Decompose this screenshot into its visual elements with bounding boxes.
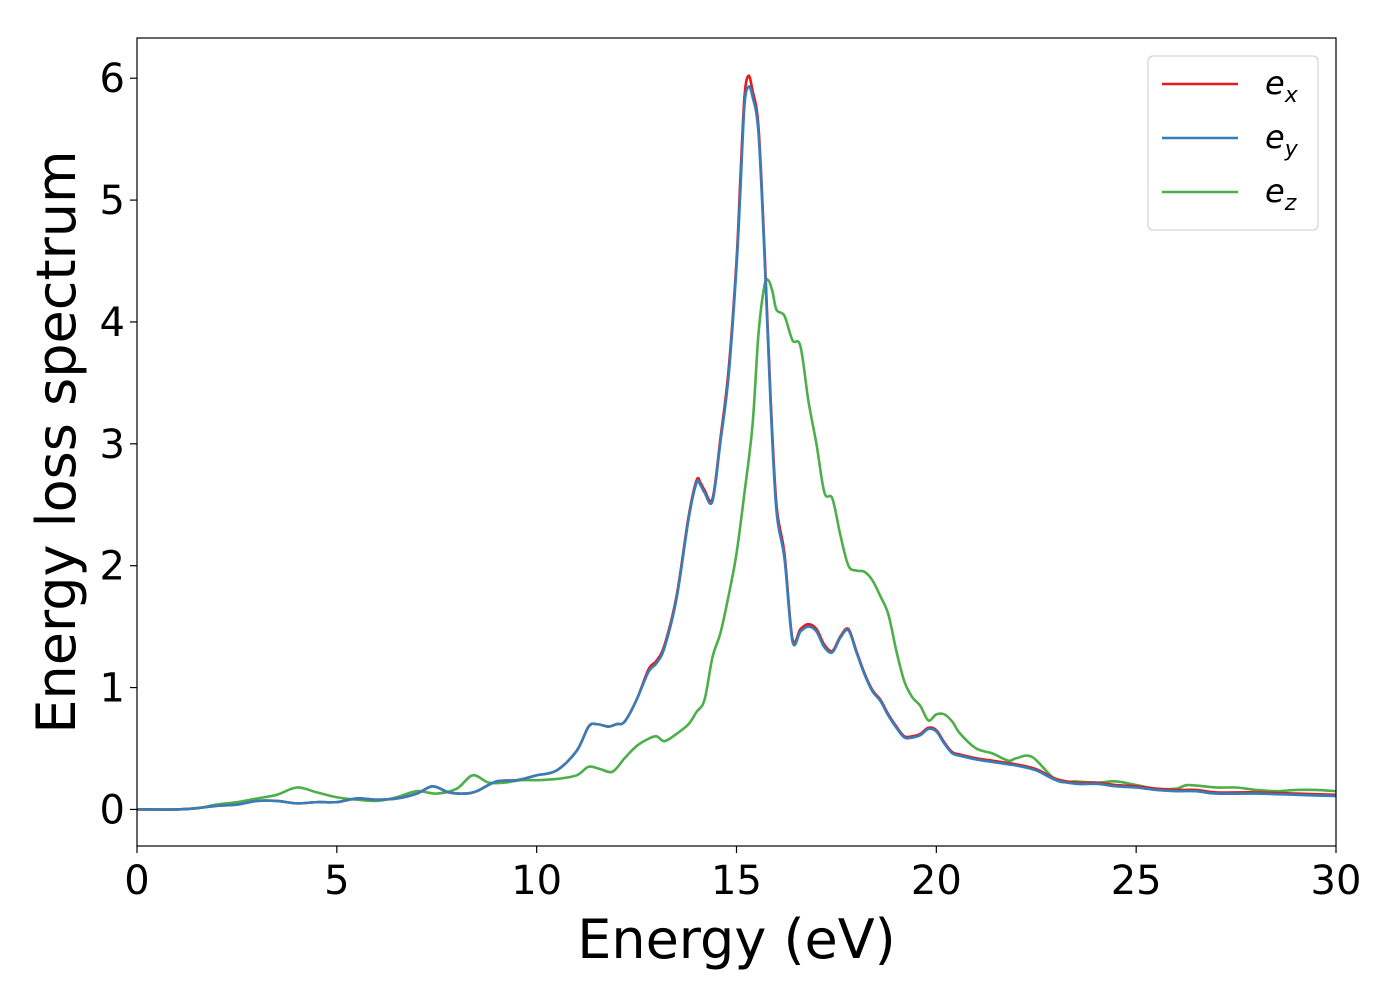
x-tick-label: 10 bbox=[511, 858, 562, 904]
y-tick-label: 3 bbox=[100, 422, 125, 468]
series-line-z bbox=[136, 277, 1337, 811]
series-line-y bbox=[136, 85, 1337, 811]
legend-label-y: ey bbox=[1265, 118, 1299, 162]
y-tick-label: 1 bbox=[100, 666, 125, 712]
x-tick-label: 15 bbox=[711, 858, 762, 904]
x-tick-label: 30 bbox=[1311, 858, 1362, 904]
legend-box bbox=[1147, 55, 1319, 231]
x-tick-label: 0 bbox=[124, 858, 149, 904]
y-tick-label: 6 bbox=[100, 56, 125, 102]
x-axis-title: Energy (eV) bbox=[577, 908, 896, 971]
legend-label-z: ez bbox=[1265, 172, 1297, 216]
x-tick-label: 5 bbox=[324, 858, 349, 904]
y-tick-label: 5 bbox=[100, 178, 125, 224]
legend: ex ey ez bbox=[1147, 55, 1319, 231]
y-tick-label: 2 bbox=[100, 544, 125, 590]
y-axis-title: Energy loss spectrum bbox=[25, 150, 88, 733]
y-tick-label: 0 bbox=[100, 787, 125, 833]
x-tick-label: 20 bbox=[911, 858, 962, 904]
series-layer bbox=[136, 74, 1337, 811]
legend-label-x: ex bbox=[1265, 64, 1299, 108]
x-tick-label: 25 bbox=[1111, 858, 1162, 904]
ticks-layer: 0 5 10 15 20 25 30 0 1 2 3 4 5 6 bbox=[100, 56, 1362, 904]
y-tick-label: 4 bbox=[100, 300, 125, 346]
